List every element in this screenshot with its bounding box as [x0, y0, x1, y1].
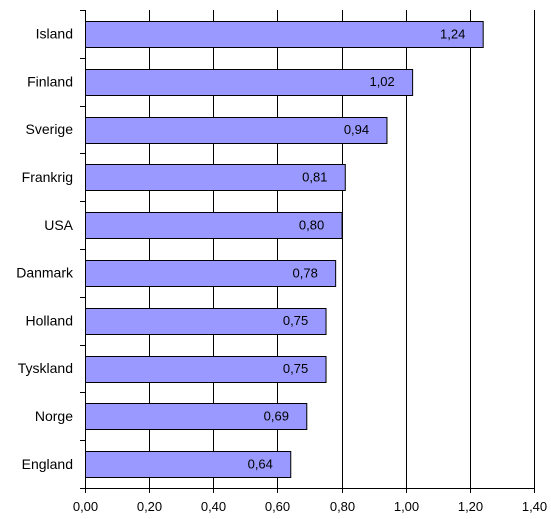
bar: [85, 69, 414, 96]
x-tick-label: 0,00: [73, 499, 98, 514]
data-label: 0,69: [264, 409, 289, 424]
x-tick-label: 0,60: [265, 499, 290, 514]
x-tick-label: 1,20: [458, 499, 483, 514]
x-tick-label: 0,80: [330, 499, 355, 514]
bar: [85, 117, 388, 144]
data-label: 0,81: [302, 170, 327, 185]
data-label: 0,94: [344, 122, 369, 137]
data-label: 0,75: [283, 361, 308, 376]
bar: [85, 21, 484, 48]
data-label: 0,75: [283, 313, 308, 328]
category-label: Tyskland: [18, 360, 73, 376]
category-label: Frankrig: [22, 169, 73, 185]
x-tick-label: 1,00: [394, 499, 419, 514]
category-label: Danmark: [16, 265, 74, 281]
category-label: Norge: [35, 408, 73, 424]
bars: [85, 21, 484, 478]
labels: 1,24 1,02 0,94 0,81 0,80 0,78 0,75 0,75 0,69 0,64…: [16, 26, 547, 514]
x-tick-label: 0,20: [137, 499, 162, 514]
category-label: Holland: [26, 312, 73, 328]
category-label: England: [22, 456, 73, 472]
category-label: Sverige: [26, 121, 74, 137]
data-label: 1,24: [440, 26, 465, 41]
category-label: Island: [36, 26, 73, 42]
category-label: Finland: [27, 73, 73, 89]
bar: [85, 356, 327, 383]
data-label: 0,78: [293, 265, 318, 280]
data-label: 0,80: [299, 218, 324, 233]
x-tick-label: 0,40: [201, 499, 226, 514]
bar: [85, 403, 308, 430]
category-label: USA: [44, 217, 73, 233]
bar: [85, 308, 327, 335]
data-label: 0,64: [248, 457, 273, 472]
x-tick-label: 1,40: [522, 499, 547, 514]
axes: [80, 10, 535, 493]
data-label: 1,02: [369, 74, 394, 89]
